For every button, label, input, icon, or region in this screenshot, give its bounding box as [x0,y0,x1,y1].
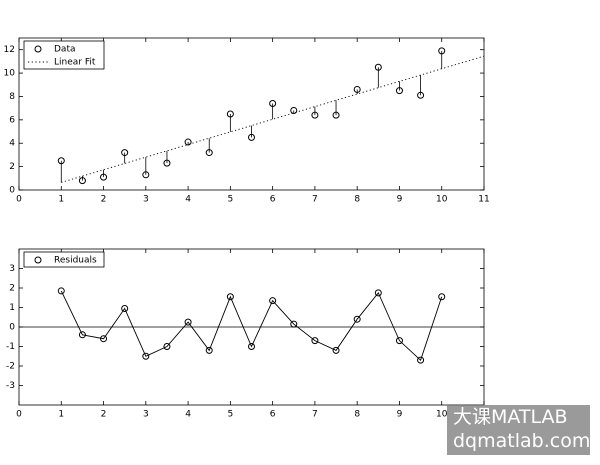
y-tick-label: 2 [9,162,15,172]
x-tick-label: 8 [354,195,360,205]
y-tick-label: 4 [9,139,15,149]
x-tick-label: 11 [478,195,489,205]
x-tick-label: 1 [58,195,64,205]
x-tick-label: 0 [16,195,22,205]
y-tick-label: 0 [9,323,15,333]
x-tick-label: 6 [270,195,276,205]
data-point [205,346,213,354]
series-line [60,290,443,361]
data-point [269,297,277,305]
data-point [226,293,234,301]
x-tick-label: 9 [397,195,403,205]
y-tick-label: -2 [6,362,15,372]
x-tick-label: 2 [101,410,107,420]
data-point [290,320,298,328]
y-tick-label: 1 [9,303,15,313]
data-point [121,304,129,312]
data-point [142,352,150,360]
x-tick-label: 7 [312,195,318,205]
x-tick-label: 3 [143,410,149,420]
x-tick-label: 10 [436,195,448,205]
x-tick-label: 5 [227,195,233,205]
data-point [184,318,192,326]
x-tick-label: 6 [270,410,276,420]
legend-swatch [34,256,42,264]
y-tick-label: -3 [6,381,15,391]
x-tick-label: 5 [227,410,233,420]
data-point [438,293,446,301]
legend-label: Residuals [54,256,97,266]
data-point [332,346,340,354]
x-tick-label: 3 [143,195,149,205]
data-point [311,337,319,345]
x-tick-label: 2 [101,195,107,205]
x-tick-label: 4 [185,195,191,205]
data-point [57,287,65,295]
data-point [184,138,192,146]
y-tick-label: 10 [4,69,16,79]
legend-box [23,251,105,268]
axes-box [18,37,485,191]
watermark-line: 大课MATLAB [453,406,568,428]
y-tick-label: 3 [9,264,15,274]
watermark: 大课MATLAB dqmatlab.com [447,405,590,455]
legend-swatch [34,45,42,53]
y-tick-label: 6 [9,115,15,125]
x-tick-label: 10 [436,410,448,420]
y-tick-label: -1 [6,342,15,352]
data-point [78,331,86,339]
legend-label: Linear Fit [54,58,96,68]
legend-label: Data [54,45,76,55]
x-tick-label: 9 [397,410,403,420]
data-point [290,106,298,114]
x-tick-label: 7 [312,410,318,420]
x-tick-label: 4 [185,410,191,420]
data-point [163,343,171,350]
y-tick-label: 12 [4,45,15,55]
x-tick-label: 0 [16,410,22,420]
data-point [100,335,108,343]
watermark-line: dqmatlab.com [453,430,591,452]
y-tick-label: 0 [9,186,15,196]
data-point [248,343,255,350]
data-point [395,337,403,345]
x-tick-label: 1 [58,410,64,420]
y-tick-label: 8 [9,92,15,102]
data-point [374,289,382,297]
data-point [353,315,361,323]
x-tick-label: 8 [354,410,360,420]
y-tick-label: 2 [9,284,15,294]
data-point [417,356,425,364]
